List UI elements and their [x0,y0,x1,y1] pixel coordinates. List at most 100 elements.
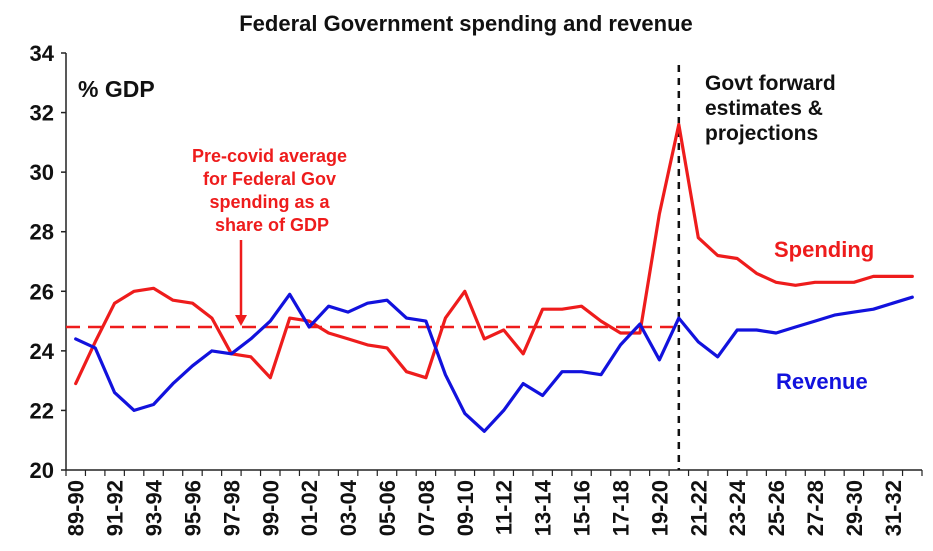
forecast-annotation-line: Govt forward [705,72,836,95]
x-tick-label: 29-30 [842,480,867,536]
spending-data-point [132,290,136,293]
x-tick-label: 07-08 [414,480,439,536]
revenue-data-point [132,409,136,412]
revenue-data-point [152,403,155,406]
spending-data-point [736,257,739,260]
revenue-data-point [872,308,875,311]
spending-data-point [385,346,389,350]
x-tick-label: 89-90 [64,480,89,536]
revenue-data-point [638,322,642,326]
revenue-data-point [269,319,272,323]
y-tick-label: 20 [30,458,54,483]
chart-title: Federal Government spending and revenue [239,11,693,36]
x-tick-label: 23-24 [725,479,750,536]
precovid-arrow-head [235,315,247,327]
spending-data-point [191,302,194,305]
spending-data-point [94,340,97,344]
spending-data-point [483,337,486,341]
x-tick-label: 13-14 [531,479,556,536]
revenue-series-line [74,292,914,433]
y-tick-label: 26 [30,279,54,304]
spending-data-point [638,331,642,335]
spending-data-point [113,302,116,305]
x-tick-label: 01-02 [297,480,322,536]
x-tick-label: 97-98 [219,480,244,536]
x-tick-label: 95-96 [180,480,205,536]
x-axis-ticks: 89-90 91-92 93-94 95-96 97-98 99-00 01-02 03-04… [64,470,923,536]
revenue-data-point [522,382,525,385]
revenue-data-point [249,337,252,341]
forecast-annotation-line: projections [705,122,818,145]
revenue-data-point [697,340,700,344]
spending-data-point [716,254,719,257]
y-tick-label: 32 [30,101,54,126]
spending-data-point [872,275,875,278]
revenue-data-point [230,352,233,355]
revenue-data-point [444,373,447,376]
x-tick-label: 03-04 [336,479,361,536]
precovid-annotation-line: share of GDP [215,215,329,235]
spending-data-point [619,331,622,335]
x-tick-label: 27-28 [803,480,828,536]
spending-data-point [269,376,272,379]
spending-data-point [346,337,350,341]
x-tick-label: 93-94 [142,479,167,536]
revenue-data-point [560,370,564,373]
precovid-annotation: Pre-covid average for Federal Gov spendi… [192,146,352,235]
spending-data-point [697,236,700,239]
spending-data-point [833,281,836,284]
forecast-annotation: Govt forward estimates & projections [705,72,842,145]
plot-area [65,53,922,471]
spending-data-point [463,290,466,293]
x-tick-label: 31-32 [881,480,906,536]
revenue-data-point [483,430,486,433]
revenue-data-point [716,355,719,358]
revenue-data-point [736,328,739,332]
spending-series-line [74,122,914,386]
spending-data-point [444,316,447,320]
revenue-data-point [113,391,116,394]
revenue-data-point [677,316,680,320]
revenue-data-point [463,412,466,415]
revenue-data-point [308,325,311,329]
y-tick-label: 28 [30,220,54,245]
spending-data-point [288,316,291,320]
spending-data-point [152,287,155,290]
revenue-data-point [813,319,817,323]
y-tick-label: 22 [30,398,54,423]
spending-data-point [658,212,661,215]
x-tick-label: 19-20 [647,480,672,536]
revenue-data-point [74,337,77,341]
precovid-annotation-line: spending as a [209,192,330,212]
x-tick-label: 99-00 [258,480,283,536]
revenue-data-point [541,394,544,397]
spending-data-point [327,331,330,335]
revenue-data-point [210,349,214,353]
y-tick-label: 34 [30,41,55,66]
y-tick-label: 30 [30,160,54,185]
spending-data-point [171,299,175,302]
y-tick-label: 24 [30,339,55,364]
revenue-data-point [599,373,603,376]
revenue-series-label: Revenue [776,369,868,394]
revenue-data-point [891,302,894,305]
revenue-data-point [171,382,175,385]
revenue-data-point [580,370,583,373]
spending-data-point [911,275,914,278]
spending-data-point [366,343,369,347]
spending-data-point [852,281,856,284]
revenue-data-point [852,310,856,314]
revenue-data-point [405,316,408,320]
revenue-data-point [794,325,797,329]
spending-data-point [74,382,77,385]
forecast-annotation-line: estimates & [705,97,823,120]
spending-data-point [599,319,603,323]
revenue-data-point [424,319,428,323]
revenue-data-point [327,305,330,308]
x-tick-label: 17-18 [608,480,633,536]
spending-data-point [560,308,564,311]
revenue-data-point [288,293,291,296]
x-tick-label: 05-06 [375,480,400,536]
